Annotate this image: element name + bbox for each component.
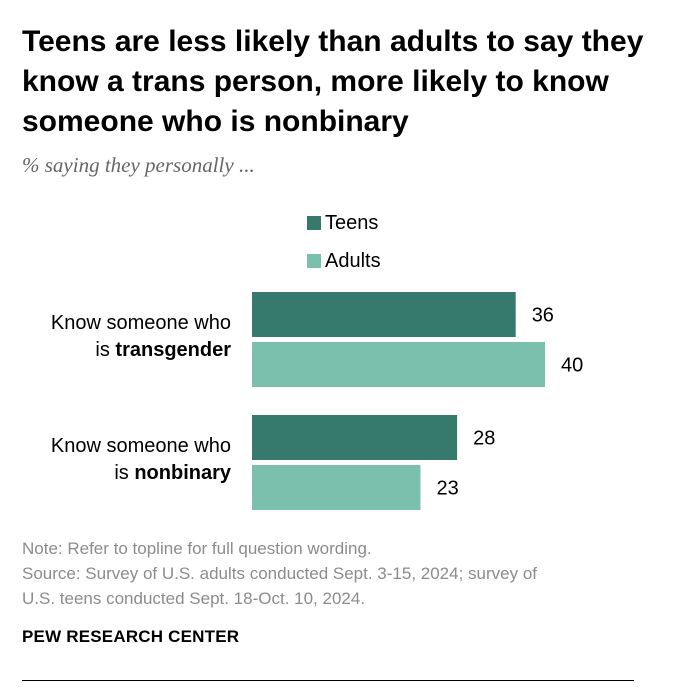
category-label-nonbinary-line-1: Know someone who: [51, 435, 231, 457]
chart-title: Teens are less likely than adults to say…: [22, 25, 644, 138]
legend-label-adults: Adults: [325, 250, 381, 272]
data-labels: 36 40 28 23: [436, 305, 583, 500]
legend-swatch-teens: [307, 216, 321, 230]
value-label-teens-nonbinary: 28: [473, 428, 495, 450]
legend-label-teens: Teens: [325, 212, 378, 234]
brand-logo-text: PEW RESEARCH CENTER: [22, 627, 240, 646]
legend: Teens Adults: [307, 212, 381, 272]
bar-teens-transgender: [252, 292, 516, 337]
category-label-nonbinary-line-2: is nonbinary: [114, 462, 232, 484]
category-label-transgender-line-1: Know someone who: [51, 312, 231, 334]
bar-adults-transgender: [252, 342, 545, 387]
legend-swatch-adults: [307, 254, 321, 268]
value-label-adults-nonbinary: 23: [436, 478, 458, 500]
note-text: Note: Refer to topline for full question…: [22, 539, 372, 558]
value-label-teens-transgender: 36: [532, 305, 554, 327]
bar-adults-nonbinary: [252, 465, 421, 510]
chart-subtitle: % saying they personally ...: [22, 153, 255, 177]
category-label-transgender-line-2: is transgender: [95, 339, 231, 361]
bars: [252, 292, 545, 510]
category-labels: Know someone who is transgender Know someo…: [51, 312, 232, 484]
source-text-line-1: Source: Survey of U.S. adults conducted …: [22, 564, 538, 583]
source-text-line-2: U.S. teens conducted Sept. 18-Oct. 10, 2…: [22, 589, 366, 608]
value-label-adults-transgender: 40: [561, 355, 583, 377]
bottom-divider: [22, 680, 634, 681]
notes: Note: Refer to topline for full question…: [22, 536, 662, 611]
bar-teens-nonbinary: [252, 415, 458, 460]
